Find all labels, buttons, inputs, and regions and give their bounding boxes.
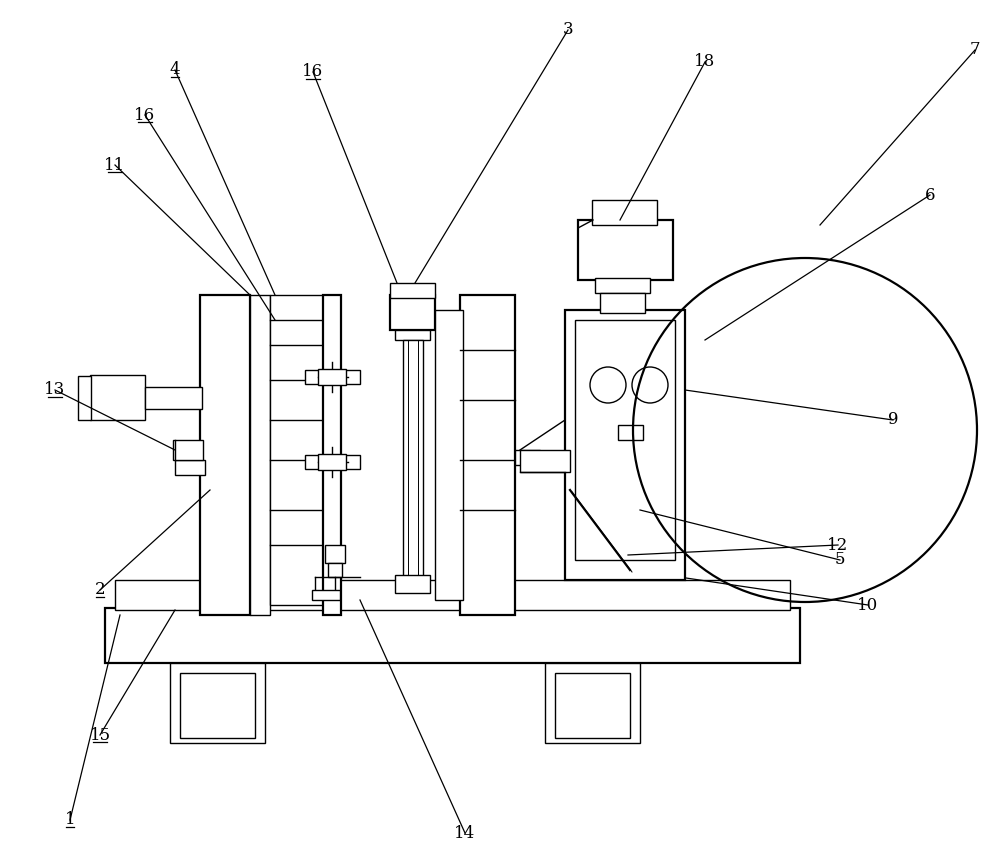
Bar	[520, 450, 570, 472]
Bar	[595, 278, 650, 293]
Bar	[78, 376, 91, 420]
Bar	[312, 590, 340, 600]
Bar	[578, 220, 673, 280]
Bar	[170, 663, 265, 743]
Bar	[318, 369, 346, 385]
Bar	[390, 283, 435, 298]
Bar	[270, 295, 330, 605]
Bar	[600, 293, 645, 313]
Text: 11: 11	[104, 157, 126, 173]
Bar	[323, 295, 341, 615]
Bar	[575, 320, 675, 560]
Bar	[555, 673, 630, 738]
Text: 2: 2	[95, 581, 105, 598]
Text: 6: 6	[925, 186, 935, 204]
Text: 14: 14	[454, 824, 476, 842]
Bar	[250, 295, 270, 615]
Bar	[115, 580, 790, 610]
Bar	[318, 454, 346, 470]
Text: 15: 15	[89, 727, 111, 744]
Bar	[545, 663, 640, 743]
Bar	[175, 460, 205, 475]
Bar	[328, 563, 342, 577]
Text: 9: 9	[888, 411, 898, 429]
Bar	[565, 310, 685, 580]
Bar	[592, 200, 657, 225]
Bar	[390, 295, 435, 330]
Bar	[305, 370, 360, 384]
Bar	[435, 310, 463, 600]
Bar	[200, 295, 250, 615]
Text: 10: 10	[857, 597, 879, 613]
Text: 1: 1	[65, 811, 75, 829]
Bar	[90, 375, 145, 420]
Text: 16: 16	[134, 107, 156, 124]
Bar	[145, 387, 202, 409]
Bar	[180, 673, 255, 738]
Bar	[305, 455, 360, 469]
Bar	[173, 440, 203, 460]
Bar	[403, 340, 423, 590]
Bar	[395, 330, 430, 340]
Bar	[515, 450, 540, 465]
Text: 12: 12	[827, 537, 849, 553]
Bar	[105, 608, 800, 663]
Bar	[325, 545, 345, 563]
Text: 7: 7	[970, 42, 980, 59]
Text: 16: 16	[302, 63, 324, 81]
Text: 13: 13	[44, 382, 66, 398]
Text: 4: 4	[170, 61, 180, 79]
Text: 3: 3	[563, 22, 573, 38]
Text: 5: 5	[835, 552, 845, 568]
Text: 18: 18	[694, 54, 716, 70]
Bar	[618, 425, 643, 440]
Bar	[460, 295, 515, 615]
Bar	[395, 575, 430, 593]
